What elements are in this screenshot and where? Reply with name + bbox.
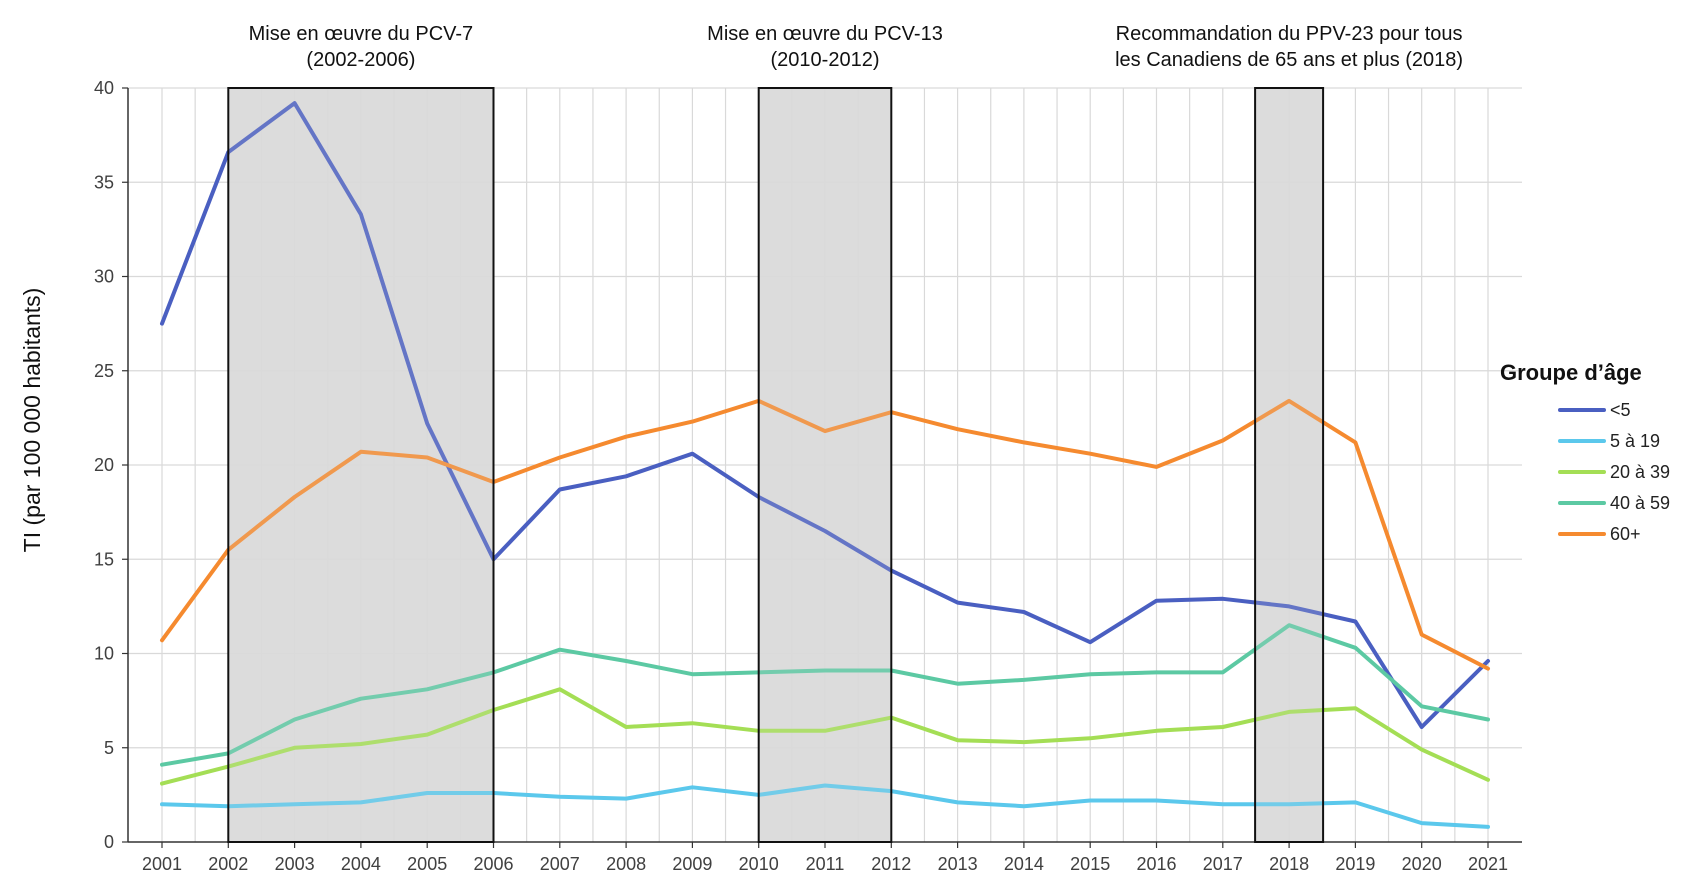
x-tick-label: 2010: [739, 854, 779, 874]
y-tick-label: 5: [104, 738, 114, 758]
x-tick-label: 2019: [1335, 854, 1375, 874]
y-tick-label: 20: [94, 455, 114, 475]
y-tick-label: 40: [94, 78, 114, 98]
y-tick-label: 30: [94, 267, 114, 287]
y-tick-label: 0: [104, 832, 114, 852]
shaded-period-frame-3: [1254, 87, 1325, 843]
legend-label-4: 40 à 59: [1610, 493, 1670, 513]
legend: Groupe d’âge <5 5 à 19 20 à 39 40 à 59 60+: [1500, 360, 1670, 544]
period-label-line1-2: Mise en œuvre du PCV-13: [707, 23, 943, 45]
x-tick-label: 2008: [606, 854, 646, 874]
x-tick-label: 2016: [1136, 854, 1176, 874]
legend-title: Groupe d’âge: [1500, 360, 1642, 385]
period-label-line2-3: les Canadiens de 65 ans et plus (2018): [1115, 49, 1463, 71]
series-lines: [160, 88, 1490, 842]
x-tick-label: 2013: [938, 854, 978, 874]
series-line-4: [160, 623, 1490, 767]
y-axis-label: TI (par 100 000 habitants): [19, 288, 45, 553]
x-tick-label: 2020: [1402, 854, 1442, 874]
shaded-period-wash-2: [758, 88, 892, 842]
y-tick-label: 15: [94, 549, 114, 569]
period-label-line1-1: Mise en œuvre du PCV-7: [249, 23, 474, 45]
period-annotations: Mise en œuvre du PCV-7 (2002-2006) Mise en…: [249, 23, 1463, 71]
x-tick-label: 2001: [142, 854, 182, 874]
shaded-period-frame-1: [227, 87, 495, 843]
x-tick-label: 2006: [473, 854, 513, 874]
shaded-period-wash-3: [1255, 88, 1324, 842]
series-line-5: [160, 398, 1490, 671]
series-line-3: [160, 687, 1490, 786]
x-tick-label: 2005: [407, 854, 447, 874]
x-tick-label: 2004: [341, 854, 381, 874]
series-line-1: [160, 101, 1490, 729]
x-tick-label: 2009: [672, 854, 712, 874]
series-line-2: [160, 783, 1490, 829]
x-tick-label: 2017: [1203, 854, 1243, 874]
y-tick-label: 25: [94, 361, 114, 381]
legend-label-5: 60+: [1610, 524, 1641, 544]
x-tick-label: 2002: [208, 854, 248, 874]
x-tick-label: 2018: [1269, 854, 1309, 874]
period-label-line2-1: (2002-2006): [306, 49, 415, 71]
y-tick-label: 10: [94, 644, 114, 664]
shaded-period-frames: [227, 87, 1325, 843]
shaded-period-frame-2: [757, 87, 893, 843]
shaded-period-wash-1: [228, 88, 494, 842]
legend-label-2: 5 à 19: [1610, 431, 1660, 451]
legend-label-3: 20 à 39: [1610, 462, 1670, 482]
period-label-line2-2: (2010-2012): [771, 49, 880, 71]
x-tick-label: 2007: [540, 854, 580, 874]
x-tick-label: 2015: [1070, 854, 1110, 874]
x-tick-label: 2012: [871, 854, 911, 874]
x-tick-label: 2003: [275, 854, 315, 874]
legend-label-1: <5: [1610, 400, 1631, 420]
x-tick-label: 2014: [1004, 854, 1044, 874]
period-label-line1-3: Recommandation du PPV-23 pour tous: [1116, 23, 1463, 45]
x-tick-label: 2021: [1468, 854, 1508, 874]
y-tick-label: 35: [94, 172, 114, 192]
x-tick-label: 2011: [806, 854, 845, 874]
